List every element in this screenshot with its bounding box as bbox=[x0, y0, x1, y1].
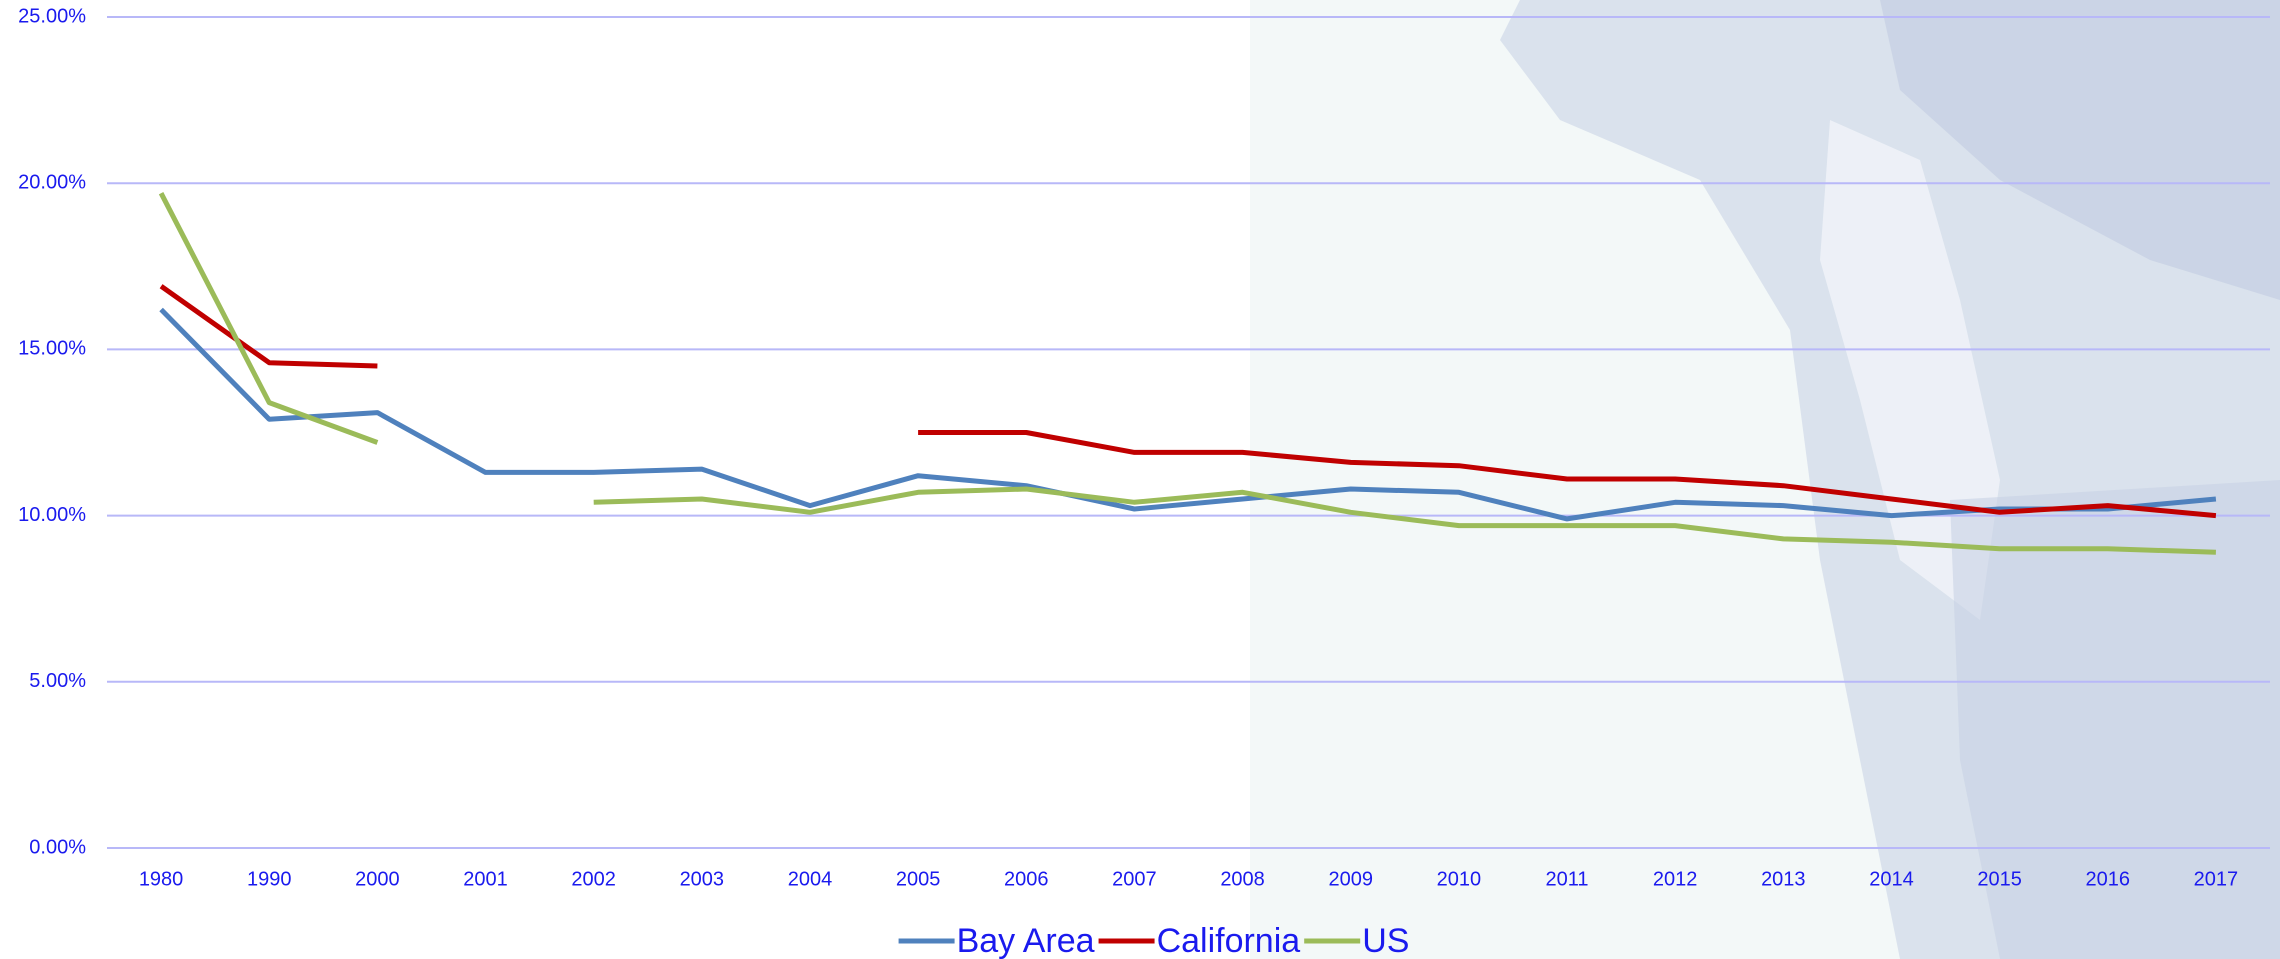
y-tick-label: 5.00% bbox=[29, 670, 86, 692]
x-tick-label: 2016 bbox=[2086, 868, 2131, 890]
x-tick-label: 2003 bbox=[680, 868, 725, 890]
y-tick-label: 15.00% bbox=[18, 338, 86, 360]
x-tick-label: 2011 bbox=[1546, 868, 1589, 890]
legend-label: US bbox=[1362, 922, 1409, 959]
x-tick-label: 2004 bbox=[788, 868, 833, 890]
x-tick-label: 2010 bbox=[1437, 868, 1482, 890]
legend: Bay Area California US bbox=[898, 922, 1409, 959]
y-tick-label: 0.00% bbox=[29, 836, 86, 858]
x-tick-label: 2015 bbox=[1977, 868, 2022, 890]
y-tick-label: 20.00% bbox=[18, 171, 86, 193]
x-tick-label: 2006 bbox=[1004, 868, 1049, 890]
map-land bbox=[1950, 480, 2280, 959]
x-tick-label: 2007 bbox=[1112, 868, 1157, 890]
map-land bbox=[1880, 0, 2280, 300]
legend-label: Bay Area bbox=[957, 922, 1095, 959]
series-line bbox=[158, 192, 2216, 555]
x-tick-label: 2008 bbox=[1220, 868, 1265, 890]
y-tick-label: 25.00% bbox=[18, 5, 86, 27]
y-tick-label: 10.00% bbox=[18, 504, 86, 526]
series-line bbox=[159, 284, 2217, 519]
x-tick-label: 2005 bbox=[896, 868, 941, 890]
x-tick-label: 2014 bbox=[1869, 868, 1914, 890]
x-tick-label: 2013 bbox=[1761, 868, 1806, 890]
x-tick-label: 2000 bbox=[355, 868, 400, 890]
x-tick-label: 2012 bbox=[1653, 868, 1698, 890]
x-tick-label: 2009 bbox=[1328, 868, 1373, 890]
x-tick-label: 1990 bbox=[247, 868, 292, 890]
legend-label: California bbox=[1157, 922, 1301, 959]
series-line bbox=[159, 307, 2217, 522]
background-map bbox=[1250, 0, 2280, 959]
x-tick-label: 2001 bbox=[463, 868, 508, 890]
x-tick-label: 2017 bbox=[2194, 868, 2239, 890]
x-tick-label: 1980 bbox=[139, 868, 184, 890]
map-bay bbox=[1820, 120, 2000, 620]
x-tick-label: 2002 bbox=[571, 868, 616, 890]
